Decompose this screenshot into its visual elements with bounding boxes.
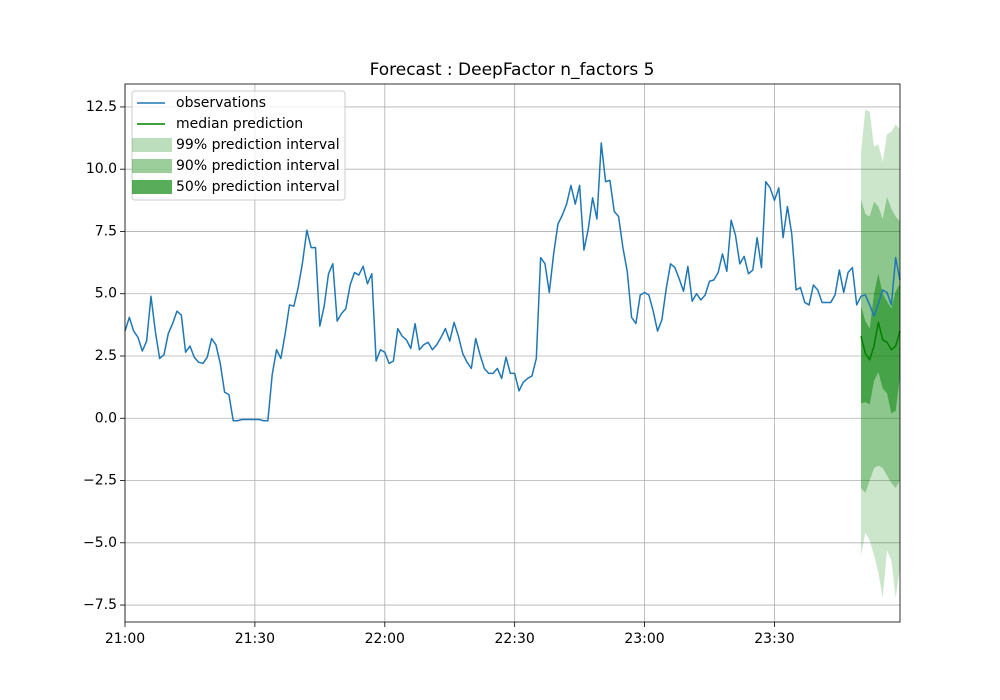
legend-label: 90% prediction interval (176, 158, 340, 174)
x-tick-label: 22:30 (494, 631, 534, 647)
x-tick-label: 21:30 (235, 631, 275, 647)
legend-patch (132, 138, 172, 152)
x-tick-label: 23:00 (624, 631, 664, 647)
y-tick-label: 2.5 (95, 348, 117, 364)
y-tick-label: −7.5 (83, 597, 117, 613)
y-tick-label: 5.0 (95, 286, 117, 302)
legend-label: observations (176, 95, 266, 111)
prediction-interval (861, 273, 900, 414)
y-tick-label: 0.0 (95, 410, 117, 426)
y-tick-label: 7.5 (95, 223, 117, 239)
y-tick-label: 12.5 (86, 99, 117, 115)
y-tick-label: 10.0 (86, 161, 117, 177)
legend-box (131, 90, 346, 201)
x-tick-label: 23:30 (754, 631, 794, 647)
x-tick-label: 22:00 (365, 631, 405, 647)
x-tick-label: 21:00 (105, 631, 145, 647)
axes-frame (124, 83, 901, 623)
median-line (860, 321, 901, 361)
chart-title: Forecast : DeepFactor n_factors 5 (370, 60, 655, 80)
legend-label: 99% prediction interval (176, 137, 340, 153)
legend-patch (132, 159, 172, 173)
legend-label: 50% prediction interval (176, 179, 340, 195)
y-tick-label: −5.0 (83, 535, 117, 551)
legend-patch (132, 180, 172, 194)
observation-line (124, 142, 901, 422)
legend-label: median prediction (176, 116, 303, 132)
y-tick-label: −2.5 (83, 473, 117, 489)
